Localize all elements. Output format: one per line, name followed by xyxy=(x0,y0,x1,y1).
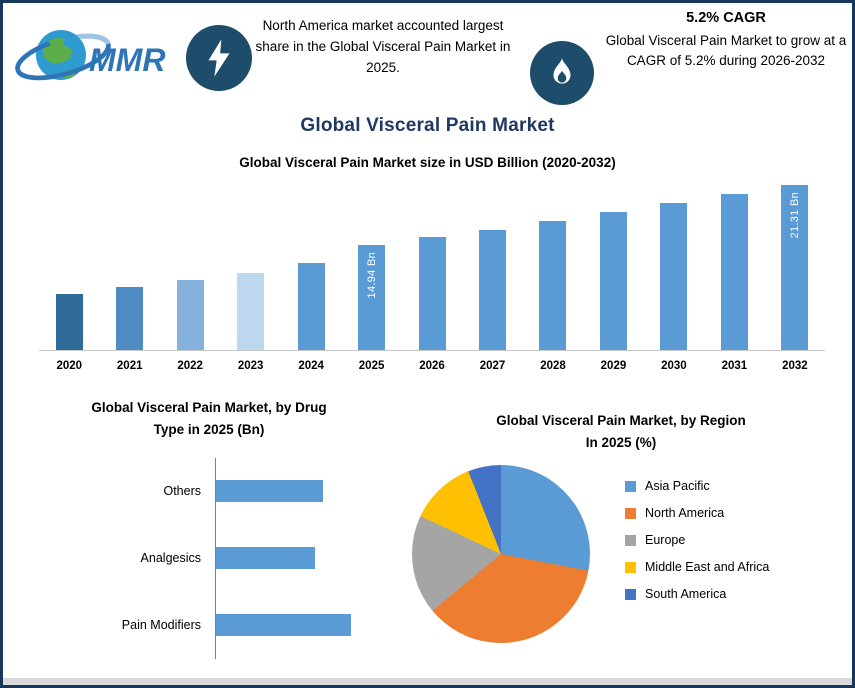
drug-type-category-labels: Others Analgesics Pain Modifiers xyxy=(23,458,215,659)
bar-column-2026 xyxy=(402,237,462,350)
region-pie-chart xyxy=(412,465,590,643)
drug-bar-analgesics xyxy=(216,547,315,570)
legend-swatch-north-america xyxy=(625,507,636,519)
legend-label-south-america: South America xyxy=(645,587,727,601)
legend-item-south-america: South America xyxy=(625,587,769,601)
bar-2021 xyxy=(116,287,144,350)
header-highlight-note: North America market accounted largest s… xyxy=(255,18,511,75)
lightning-icon xyxy=(208,39,230,77)
bar-column-2032: 21.31 Bn xyxy=(765,185,825,350)
legend-swatch-europe xyxy=(625,534,636,546)
bar-2032: 21.31 Bn xyxy=(781,185,809,350)
x-axis-label-2020: 2020 xyxy=(56,360,83,372)
drug-category-label-analgesics: Analgesics xyxy=(140,551,201,566)
x-axis-label-2030: 2030 xyxy=(661,360,687,372)
legend-item-europe: Europe xyxy=(625,533,769,547)
legend-label-europe: Europe xyxy=(645,533,686,547)
x-axis-label-2031: 2031 xyxy=(721,360,748,372)
drug-bar-row-analgesics xyxy=(216,525,395,592)
bar-2022 xyxy=(176,280,204,350)
x-axis-label-2029: 2029 xyxy=(600,360,627,372)
drug-type-chart: Global Visceral Pain Market, by Drug Typ… xyxy=(23,397,395,659)
drug-category-label-others: Others xyxy=(163,484,201,499)
page-title: Global Visceral Pain Market xyxy=(300,115,555,136)
drug-category-label-pain-modifiers: Pain Modifiers xyxy=(121,618,201,633)
bar-column-2020 xyxy=(39,294,99,350)
legend-swatch-middle-east-and-africa xyxy=(625,561,636,573)
bar-column-2027 xyxy=(462,230,522,350)
legend-label-asia-pacific: Asia Pacific xyxy=(645,479,710,493)
x-axis-label-2025: 2025 xyxy=(358,360,385,372)
cagr-value: 5.2% CAGR xyxy=(686,10,766,26)
x-axis-label-2023: 2023 xyxy=(237,360,264,372)
mmr-logo: MMR xyxy=(13,15,178,95)
bar-2020 xyxy=(55,294,83,350)
drug-bar-row-others xyxy=(216,458,395,525)
drug-bar-row-pain-modifiers xyxy=(216,592,395,659)
x-axis-label-2032: 2032 xyxy=(782,360,808,372)
bar-column-2025: 14.94 Bn xyxy=(341,245,401,350)
legend-item-middle-east-and-africa: Middle East and Africa xyxy=(625,560,769,574)
logo-text: MMR xyxy=(89,42,165,78)
x-axis-labels: 2020 2021 2022 2023 2024 2025 2026 2027 2028 2029… xyxy=(39,360,825,372)
legend-item-north-america: North America xyxy=(625,506,769,520)
flame-icon xyxy=(553,58,571,84)
bar-2027 xyxy=(479,230,507,350)
market-size-bar-chart: 14.94 Bn 21.31 Bn 2020 2021 2022 2023 2024 202… xyxy=(39,177,825,372)
x-axis-label-2027: 2027 xyxy=(479,360,506,372)
drug-type-bars xyxy=(215,457,395,659)
x-axis-label-2022: 2022 xyxy=(177,360,203,372)
bar-column-2021 xyxy=(99,287,159,350)
bar-2031 xyxy=(720,194,748,350)
footer-strip xyxy=(3,678,852,685)
bar-column-2031 xyxy=(704,194,764,350)
drug-type-chart-title: Global Visceral Pain Market, by Drug Typ… xyxy=(91,400,327,438)
flame-badge xyxy=(530,41,594,105)
x-axis-label-2024: 2024 xyxy=(298,360,324,372)
region-legend: Asia Pacific North America Europe Middle Ea… xyxy=(625,479,769,614)
bar-column-2030 xyxy=(644,203,704,350)
bar-column-2024 xyxy=(281,263,341,350)
bar-column-2029 xyxy=(583,212,643,350)
legend-swatch-south-america xyxy=(625,588,636,600)
cagr-note: Global Visceral Pain Market to grow at a… xyxy=(605,33,847,69)
market-size-chart-title: Global Visceral Pain Market size in USD … xyxy=(239,155,616,170)
bar-2029 xyxy=(599,212,627,350)
bar-2023 xyxy=(237,273,265,350)
bar-column-2023 xyxy=(220,273,280,350)
legend-label-middle-east-and-africa: Middle East and Africa xyxy=(645,560,770,574)
bar-data-label-2032: 21.31 Bn xyxy=(788,192,801,239)
bar-data-label-2025: 14.94 Bn xyxy=(365,252,378,299)
legend-item-asia-pacific: Asia Pacific xyxy=(625,479,769,493)
bar-2028 xyxy=(539,221,567,350)
x-axis-label-2026: 2026 xyxy=(419,360,445,372)
drug-type-plot-area: Others Analgesics Pain Modifiers xyxy=(23,457,395,659)
x-axis-label-2021: 2021 xyxy=(116,360,143,372)
legend-swatch-asia-pacific xyxy=(625,480,636,492)
bar-2025: 14.94 Bn xyxy=(358,245,386,350)
legend-label-north-america: North America xyxy=(645,506,725,520)
lightning-badge xyxy=(186,25,252,91)
mmr-logo-graphic: MMR xyxy=(15,30,165,81)
bar-column-2022 xyxy=(160,280,220,350)
drug-bar-pain-modifiers xyxy=(216,614,351,637)
bar-plot-area: 14.94 Bn 21.31 Bn xyxy=(39,177,825,351)
bar-2026 xyxy=(418,237,446,350)
bar-2024 xyxy=(297,263,325,350)
region-chart-title: Global Visceral Pain Market, by Region I… xyxy=(496,413,746,451)
bar-column-2028 xyxy=(523,221,583,350)
cagr-block: 5.2% CAGR Global Visceral Pain Market to… xyxy=(601,10,851,72)
x-axis-label-2028: 2028 xyxy=(540,360,566,372)
drug-bar-others xyxy=(216,480,323,503)
bar-2030 xyxy=(660,203,688,350)
